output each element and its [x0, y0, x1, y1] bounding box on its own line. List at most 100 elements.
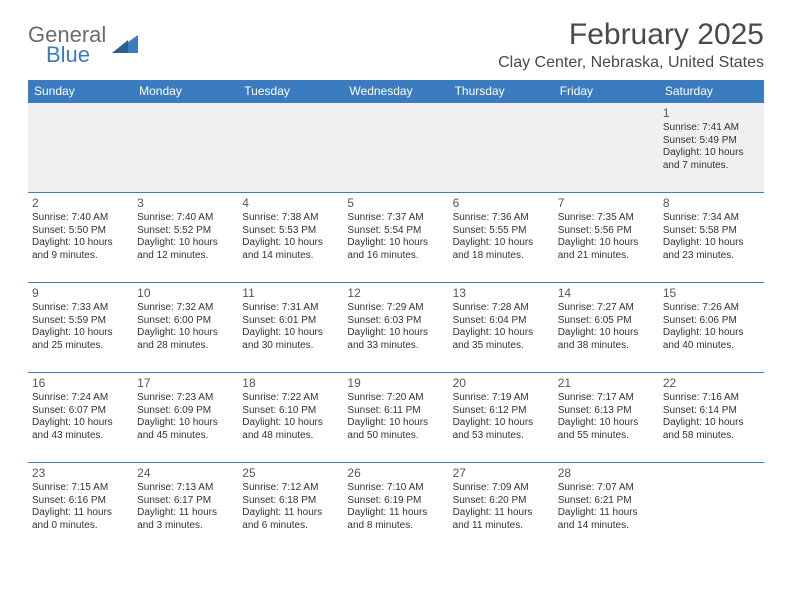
daylight-text: Daylight: 10 hours and 33 minutes.: [347, 327, 444, 352]
daylight-text: Daylight: 10 hours and 38 minutes.: [558, 327, 655, 352]
daylight-text: Daylight: 11 hours and 0 minutes.: [32, 507, 129, 532]
daylight-text: Daylight: 10 hours and 28 minutes.: [137, 327, 234, 352]
day-number: 7: [558, 196, 655, 210]
sunrise-text: Sunrise: 7:15 AM: [32, 482, 129, 495]
sunrise-text: Sunrise: 7:23 AM: [137, 392, 234, 405]
sunrise-text: Sunrise: 7:33 AM: [32, 302, 129, 315]
daylight-text: Daylight: 10 hours and 43 minutes.: [32, 417, 129, 442]
daylight-text: Daylight: 10 hours and 9 minutes.: [32, 237, 129, 262]
sunset-text: Sunset: 6:20 PM: [453, 495, 550, 508]
daylight-text: Daylight: 10 hours and 40 minutes.: [663, 327, 760, 352]
week-row: 23Sunrise: 7:15 AMSunset: 6:16 PMDayligh…: [28, 463, 764, 553]
sunset-text: Sunset: 5:53 PM: [242, 225, 339, 238]
sunset-text: Sunset: 6:11 PM: [347, 405, 444, 418]
day-cell: 2Sunrise: 7:40 AMSunset: 5:50 PMDaylight…: [28, 193, 133, 283]
day-number: 22: [663, 376, 760, 390]
daylight-text: Daylight: 10 hours and 35 minutes.: [453, 327, 550, 352]
sunset-text: Sunset: 6:10 PM: [242, 405, 339, 418]
sunrise-text: Sunrise: 7:40 AM: [32, 212, 129, 225]
sunrise-text: Sunrise: 7:35 AM: [558, 212, 655, 225]
day-number: 8: [663, 196, 760, 210]
day-number: 26: [347, 466, 444, 480]
day-cell: 8Sunrise: 7:34 AMSunset: 5:58 PMDaylight…: [659, 193, 764, 283]
sunrise-text: Sunrise: 7:22 AM: [242, 392, 339, 405]
weekday-sunday: Sunday: [28, 80, 133, 103]
calendar-body: 1Sunrise: 7:41 AMSunset: 5:49 PMDaylight…: [28, 103, 764, 553]
day-number: 27: [453, 466, 550, 480]
brand-triangle-icon: [112, 33, 138, 58]
day-cell: 18 Sunrise: 7:22 AMSunset: 6:10 PMDayligh…: [238, 373, 343, 463]
day-number: 24: [137, 466, 234, 480]
sunset-text: Sunset: 6:05 PM: [558, 315, 655, 328]
day-cell: 19Sunrise: 7:20 AMSunset: 6:11 PMDayligh…: [343, 373, 448, 463]
sunset-text: Sunset: 6:01 PM: [242, 315, 339, 328]
sunset-text: Sunset: 5:54 PM: [347, 225, 444, 238]
weekday-saturday: Saturday: [659, 80, 764, 103]
sunrise-text: Sunrise: 7:36 AM: [453, 212, 550, 225]
day-cell: [133, 103, 238, 193]
day-number: 9: [32, 286, 129, 300]
month-title: February 2025: [498, 18, 764, 52]
day-number: 19: [347, 376, 444, 390]
sunrise-text: Sunrise: 7:16 AM: [663, 392, 760, 405]
day-number: 1: [663, 106, 760, 120]
sunrise-text: Sunrise: 7:40 AM: [137, 212, 234, 225]
day-cell: 22 Sunrise: 7:16 AMSunset: 6:14 PMDayligh…: [659, 373, 764, 463]
calendar-head: Sunday Monday Tuesday Wednesday Thursday…: [28, 80, 764, 103]
daylight-text: Daylight: 10 hours and 16 minutes.: [347, 237, 444, 262]
week-row: 1Sunrise: 7:41 AMSunset: 5:49 PMDaylight…: [28, 103, 764, 193]
sunset-text: Sunset: 6:16 PM: [32, 495, 129, 508]
day-number: 13: [453, 286, 550, 300]
sunrise-text: Sunrise: 7:12 AM: [242, 482, 339, 495]
day-cell: [554, 103, 659, 193]
sunrise-text: Sunrise: 7:41 AM: [663, 122, 760, 135]
sunset-text: Sunset: 6:13 PM: [558, 405, 655, 418]
brand-text-stack: General Blue: [28, 24, 106, 66]
day-number: 6: [453, 196, 550, 210]
daylight-text: Daylight: 10 hours and 48 minutes.: [242, 417, 339, 442]
daylight-text: Daylight: 10 hours and 45 minutes.: [137, 417, 234, 442]
sunrise-text: Sunrise: 7:28 AM: [453, 302, 550, 315]
sunset-text: Sunset: 6:12 PM: [453, 405, 550, 418]
day-cell: 3Sunrise: 7:40 AMSunset: 5:52 PMDaylight…: [133, 193, 238, 283]
brand-logo: General Blue: [28, 24, 138, 66]
weekday-wednesday: Wednesday: [343, 80, 448, 103]
daylight-text: Daylight: 11 hours and 6 minutes.: [242, 507, 339, 532]
day-cell: 15Sunrise: 7:26 AMSunset: 6:06 PMDayligh…: [659, 283, 764, 373]
day-number: 25: [242, 466, 339, 480]
sunset-text: Sunset: 5:58 PM: [663, 225, 760, 238]
sunrise-text: Sunrise: 7:32 AM: [137, 302, 234, 315]
sunrise-text: Sunrise: 7:29 AM: [347, 302, 444, 315]
weekday-thursday: Thursday: [449, 80, 554, 103]
sunrise-text: Sunrise: 7:27 AM: [558, 302, 655, 315]
day-cell: 7Sunrise: 7:35 AMSunset: 5:56 PMDaylight…: [554, 193, 659, 283]
day-cell: [28, 103, 133, 193]
day-cell: 6Sunrise: 7:36 AMSunset: 5:55 PMDaylight…: [449, 193, 554, 283]
sunset-text: Sunset: 6:14 PM: [663, 405, 760, 418]
page-header: General Blue February 2025 Clay Center, …: [28, 18, 764, 72]
daylight-text: Daylight: 11 hours and 14 minutes.: [558, 507, 655, 532]
day-cell: 20Sunrise: 7:19 AMSunset: 6:12 PMDayligh…: [449, 373, 554, 463]
sunrise-text: Sunrise: 7:31 AM: [242, 302, 339, 315]
day-number: 18: [242, 376, 339, 390]
title-block: February 2025 Clay Center, Nebraska, Uni…: [498, 18, 764, 72]
daylight-text: Daylight: 10 hours and 18 minutes.: [453, 237, 550, 262]
day-number: 23: [32, 466, 129, 480]
sunset-text: Sunset: 6:04 PM: [453, 315, 550, 328]
sunrise-text: Sunrise: 7:17 AM: [558, 392, 655, 405]
sunrise-text: Sunrise: 7:38 AM: [242, 212, 339, 225]
sunset-text: Sunset: 6:03 PM: [347, 315, 444, 328]
day-cell: 24Sunrise: 7:13 AMSunset: 6:17 PMDayligh…: [133, 463, 238, 553]
calendar-table: Sunday Monday Tuesday Wednesday Thursday…: [28, 80, 764, 553]
sunrise-text: Sunrise: 7:37 AM: [347, 212, 444, 225]
daylight-text: Daylight: 11 hours and 8 minutes.: [347, 507, 444, 532]
day-cell: 4Sunrise: 7:38 AMSunset: 5:53 PMDaylight…: [238, 193, 343, 283]
day-cell: 12Sunrise: 7:29 AMSunset: 6:03 PMDayligh…: [343, 283, 448, 373]
sunrise-text: Sunrise: 7:09 AM: [453, 482, 550, 495]
sunrise-text: Sunrise: 7:26 AM: [663, 302, 760, 315]
day-cell: 21Sunrise: 7:17 AMSunset: 6:13 PMDayligh…: [554, 373, 659, 463]
day-cell: [449, 103, 554, 193]
day-cell: [238, 103, 343, 193]
daylight-text: Daylight: 10 hours and 58 minutes.: [663, 417, 760, 442]
day-number: 14: [558, 286, 655, 300]
